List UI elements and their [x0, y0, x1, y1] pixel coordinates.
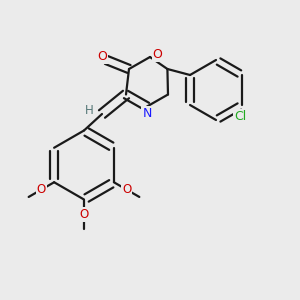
Text: O: O: [80, 208, 88, 221]
Text: Cl: Cl: [234, 110, 247, 123]
Text: O: O: [122, 183, 131, 196]
Text: H: H: [85, 104, 94, 118]
Text: O: O: [97, 50, 107, 64]
Text: O: O: [37, 183, 46, 196]
Text: N: N: [142, 106, 152, 120]
Text: O: O: [153, 48, 162, 61]
